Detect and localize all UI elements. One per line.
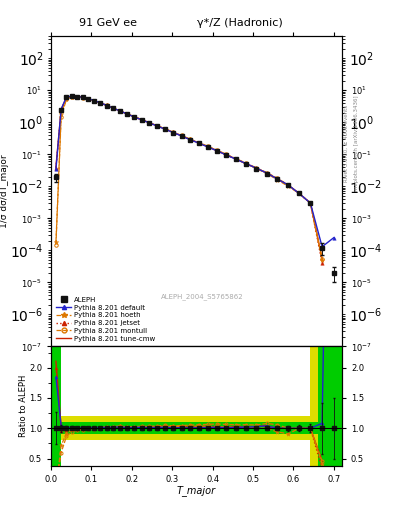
Text: 91 GeV ee: 91 GeV ee [79,18,137,28]
Text: mcplots.cern.ch [arXiv:1306.3436]: mcplots.cern.ch [arXiv:1306.3436] [354,96,359,191]
Text: Rivet 3.1.10, ≥ 400k events: Rivet 3.1.10, ≥ 400k events [344,105,349,182]
Text: ALEPH_2004_S5765862: ALEPH_2004_S5765862 [161,293,244,300]
Legend: ALEPH, Pythia 8.201 default, Pythia 8.201 hoeth, Pythia 8.201 jetset, Pythia 8.2: ALEPH, Pythia 8.201 default, Pythia 8.20… [55,295,157,343]
Y-axis label: 1/σ dσ/dT_major: 1/σ dσ/dT_major [0,154,9,228]
Text: γ*/Z (Hadronic): γ*/Z (Hadronic) [197,18,283,28]
X-axis label: T_major: T_major [177,485,216,496]
Y-axis label: Ratio to ALEPH: Ratio to ALEPH [18,375,28,437]
